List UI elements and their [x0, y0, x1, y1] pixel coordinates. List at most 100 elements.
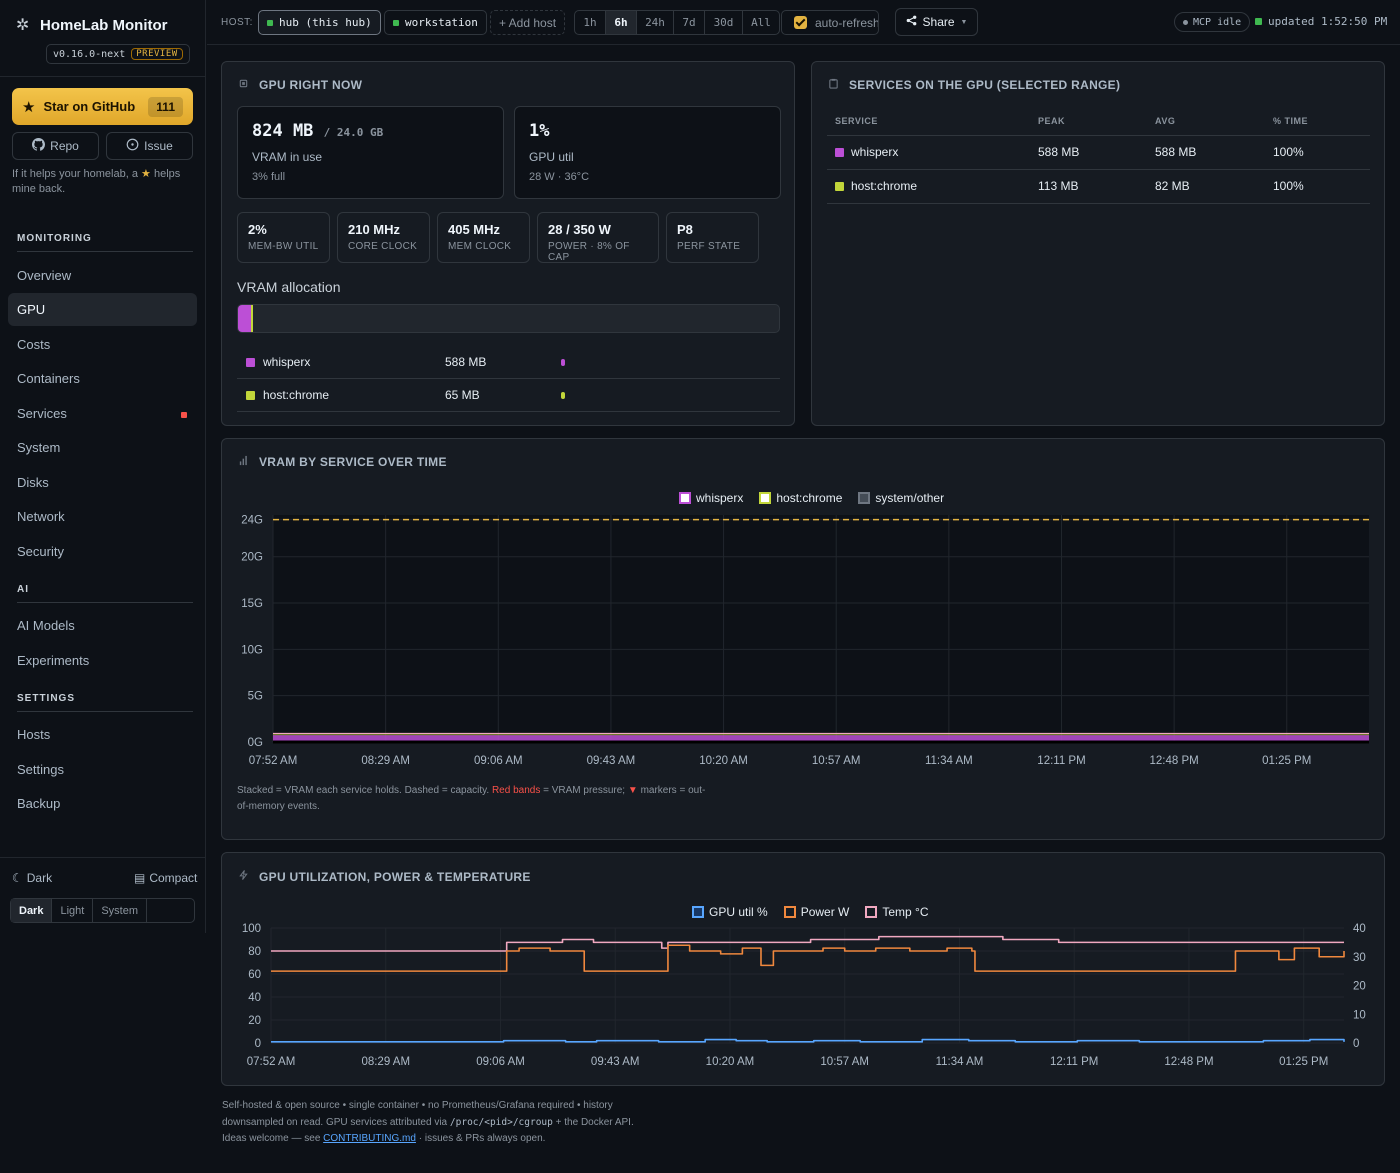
repo-label: Repo	[50, 139, 79, 153]
dark-toggle[interactable]: ☾ Dark	[12, 871, 52, 885]
vram-label: VRAM in use	[252, 150, 323, 164]
theme-option-light[interactable]: Light	[52, 899, 94, 922]
vram-allocation-bar	[237, 304, 780, 333]
status-dot	[1183, 19, 1188, 25]
add-host-button[interactable]: + Add host	[490, 10, 566, 35]
range-6h[interactable]: 6h	[606, 11, 637, 34]
theme-option-dark[interactable]: Dark	[11, 899, 53, 922]
brand[interactable]: ✲ HomeLab Monitor	[16, 17, 168, 34]
column-header[interactable]: PEAK	[1030, 107, 1147, 136]
legend-item-power[interactable]: Power W	[783, 905, 849, 919]
sidebar-item-experiments[interactable]: Experiments	[17, 653, 90, 668]
column-header[interactable]: % TIME	[1265, 107, 1370, 136]
y-tick-label: 10G	[241, 644, 263, 656]
sidebar-item-hosts[interactable]: Hosts	[17, 727, 51, 742]
sidebar-item-overview[interactable]: Overview	[17, 268, 72, 283]
theme-option-system[interactable]: System	[93, 899, 148, 922]
y-right-tick-label: 0	[1353, 1038, 1359, 1050]
table-row[interactable]: host:chrome 113 MB 82 MB 100%	[827, 169, 1370, 204]
legend-label: host:chrome	[776, 491, 843, 505]
legend-item-whisperx[interactable]: whisperx	[679, 491, 743, 505]
sidebar-item-services[interactable]: Services	[8, 397, 197, 430]
avg-cell: 82 MB	[1147, 169, 1265, 204]
y-left-tick-label: 0	[255, 1038, 261, 1050]
host-chip-hub[interactable]: hub (this hub)	[258, 10, 381, 35]
alloc-value: 65 MB	[445, 388, 480, 402]
sidebar-item-containers[interactable]: Containers	[17, 371, 80, 386]
y-tick-label: 5G	[248, 691, 263, 703]
version-text: v0.16.0-next	[53, 48, 126, 60]
column-header[interactable]: SERVICE	[827, 107, 1030, 136]
range-1h[interactable]: 1h	[575, 11, 606, 34]
nav-section-settings: SETTINGS	[17, 693, 76, 704]
legend-item-system-other[interactable]: system/other	[858, 491, 944, 505]
legend-item-temp[interactable]: Temp °C	[865, 905, 929, 919]
legend-item-gpu-util[interactable]: GPU util %	[692, 905, 768, 919]
share-button[interactable]: Share ▼	[895, 8, 978, 36]
table-row[interactable]: whisperx 588 MB 588 MB 100%	[827, 135, 1370, 170]
range-7d[interactable]: 7d	[674, 11, 705, 34]
legend-swatch	[865, 906, 878, 918]
peak-cell: 588 MB	[1030, 135, 1147, 170]
alloc-value: 588 MB	[445, 355, 487, 369]
legend-item-host-chrome[interactable]: host:chrome	[759, 491, 842, 505]
issue-label: Issue	[144, 139, 173, 153]
service-name: whisperx	[851, 145, 899, 159]
sidebar-item-costs[interactable]: Costs	[17, 337, 51, 352]
lightning-icon	[237, 869, 249, 884]
mcp-status-label: MCP idle	[1193, 16, 1242, 28]
mem-clock-stat: 405 MHz MEM CLOCK	[437, 212, 530, 263]
help-text: If it helps your homelab, a ★ helps mine…	[12, 167, 192, 197]
alloc-name: whisperx	[263, 355, 311, 369]
range-24h[interactable]: 24h	[637, 11, 674, 34]
footer-text: · issues & PRs always open.	[418, 1133, 546, 1144]
alloc-mini-bar	[561, 358, 565, 366]
footer-text: Ideas welcome — see	[222, 1133, 321, 1144]
range-30d[interactable]: 30d	[705, 11, 743, 34]
sidebar-item-system[interactable]: System	[17, 440, 61, 455]
star-on-github-button[interactable]: ★ Star on GitHub 111	[12, 88, 193, 125]
vram-allocation-heading: VRAM allocation	[237, 279, 341, 295]
sidebar-item-settings[interactable]: Settings	[17, 762, 64, 777]
issue-button[interactable]: Issue	[106, 132, 193, 160]
alloc-row-whisperx: whisperx 588 MB	[237, 346, 780, 379]
y-tick-label: 20G	[241, 552, 263, 564]
time-range-selector: 1h 6h 24h 7d 30d All	[574, 10, 780, 35]
swatch	[835, 182, 844, 191]
stat-value: P8	[677, 222, 693, 237]
auto-refresh-toggle[interactable]: auto-refresh	[781, 10, 879, 35]
series-line-temp--c	[271, 935, 1344, 952]
x-tick-label: 08:29 AM	[361, 755, 410, 767]
caption-text: Stacked = VRAM each service holds. Dashe…	[237, 785, 490, 796]
contributing-link[interactable]: CONTRIBUTING.md	[323, 1133, 416, 1144]
range-all[interactable]: All	[751, 16, 771, 29]
sidebar-item-backup[interactable]: Backup	[17, 796, 61, 811]
alloc-row-host-chrome: host:chrome 65 MB	[237, 379, 780, 412]
host-label: HOST:	[221, 17, 253, 28]
sidebar-item-disks[interactable]: Disks	[17, 475, 49, 490]
compact-toggle[interactable]: ▤ Compact	[134, 871, 197, 885]
repo-button[interactable]: Repo	[12, 132, 99, 160]
status-dot	[267, 19, 273, 26]
plot-area	[273, 515, 1369, 742]
sidebar-item-network[interactable]: Network	[17, 509, 65, 524]
core-clock-stat: 210 MHz CORE CLOCK	[337, 212, 430, 263]
y-left-tick-label: 100	[242, 923, 261, 935]
stat-label: PERF STATE	[677, 241, 741, 252]
legend-label: Temp °C	[882, 905, 929, 919]
stat-label: CORE CLOCK	[348, 241, 418, 252]
star-label: Star on GitHub	[43, 99, 136, 114]
status-dot	[393, 19, 399, 26]
sidebar-item-security[interactable]: Security	[17, 544, 64, 559]
stat-value: 2%	[248, 222, 267, 237]
x-tick-label: 09:06 AM	[476, 1056, 525, 1068]
page-footer: Self-hosted & open source • single conta…	[222, 1098, 662, 1148]
topbar: HOST: hub (this hub) workstation + Add h…	[207, 0, 1400, 45]
sidebar-item-ai-models[interactable]: AI Models	[17, 618, 75, 633]
y-left-tick-label: 20	[248, 1015, 261, 1027]
host-chip-workstation[interactable]: workstation	[384, 10, 487, 35]
table-header-row: SERVICE PEAK AVG % TIME	[827, 107, 1370, 136]
column-header[interactable]: AVG	[1147, 107, 1265, 136]
series-line-gpu-util--	[271, 1038, 1345, 1043]
sidebar-item-gpu[interactable]: GPU	[8, 293, 197, 326]
